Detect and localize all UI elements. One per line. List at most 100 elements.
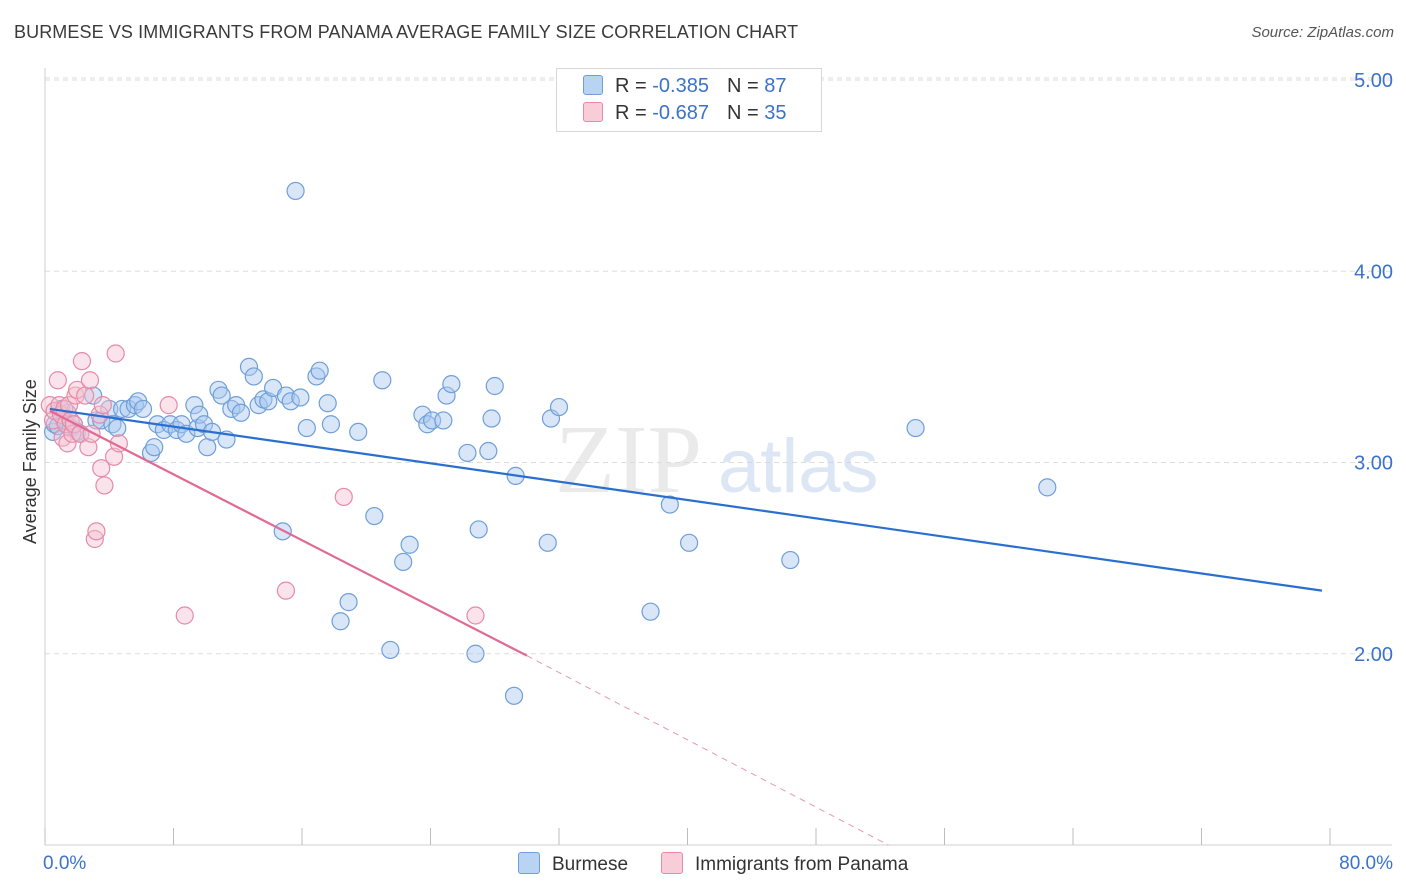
burmese-point <box>339 593 358 612</box>
burmese-point <box>286 181 305 201</box>
burmese-point <box>331 612 350 631</box>
axis-layer <box>44 68 1392 846</box>
panama-point <box>82 424 101 443</box>
bottom-legend-panama: Immigrants from Panama <box>661 852 908 876</box>
panama-point <box>58 434 77 453</box>
watermark-zip: ZIP <box>555 406 702 514</box>
burmese-point <box>141 443 161 463</box>
panama-point <box>72 352 92 371</box>
bottom-legend-label-burmese: Burmese <box>552 854 629 875</box>
burmese-point <box>381 640 400 660</box>
legend-r-label: R = <box>615 75 653 97</box>
panama-point <box>87 522 106 541</box>
bottom-legend-label-panama: Immigrants from Panama <box>695 854 909 875</box>
burmese-point <box>276 386 296 405</box>
burmese-point <box>133 399 153 419</box>
y-tick-label: 3.00 <box>1354 453 1393 475</box>
legend-swatch-burmese <box>583 75 603 95</box>
burmese-point <box>434 411 453 430</box>
legend-n-label: N = <box>726 75 765 97</box>
panama-point <box>76 386 95 405</box>
burmese-point <box>660 495 679 514</box>
panama-point <box>106 344 125 363</box>
bottom-legend-swatch-burmese <box>518 852 540 874</box>
panama-point <box>159 396 178 415</box>
burmese-point <box>297 418 316 438</box>
source-label: Source: ZipAtlas.com <box>1251 24 1394 41</box>
tick-labels: 2.00 3.00 4.00 5.00 0.0% 80.0% <box>43 70 1393 874</box>
burmese-point <box>442 374 461 394</box>
panama-point <box>48 371 67 390</box>
watermark: ZIP atlas <box>555 406 879 514</box>
burmese-point <box>212 386 231 405</box>
burmese-point <box>198 438 217 457</box>
series-burmese-points <box>43 181 1057 705</box>
burmese-point <box>469 520 488 539</box>
series-panama-points <box>40 344 485 625</box>
panama-point <box>276 581 296 600</box>
burmese-point <box>437 386 456 405</box>
burmese-point <box>373 371 392 390</box>
y-tick-label: 5.00 <box>1354 70 1393 92</box>
panama-point <box>92 459 111 478</box>
legend-row-burmese: R = -0.385 N = 87 <box>583 75 786 99</box>
y-tick-label: 4.00 <box>1354 261 1393 283</box>
burmese-point <box>249 396 268 415</box>
burmese-point <box>400 535 419 554</box>
burmese-point <box>209 380 228 399</box>
panama-point <box>95 476 114 495</box>
burmese-point <box>244 367 263 386</box>
panama-point <box>175 606 194 625</box>
burmese-point <box>680 533 699 552</box>
panama-point <box>466 606 485 625</box>
bottom-legend-swatch-panama <box>661 852 683 874</box>
trend-lines <box>49 407 1323 846</box>
x-tick-label: 80.0% <box>1339 853 1393 874</box>
burmese-point <box>549 397 569 417</box>
legend-swatch-panama <box>583 102 603 122</box>
burmese-point <box>1038 478 1057 497</box>
burmese-point <box>413 405 432 424</box>
burmese-point <box>307 367 326 386</box>
legend-n-label: N = <box>726 102 765 124</box>
burmese-point <box>259 392 278 411</box>
burmese-point <box>281 392 300 411</box>
burmese-point <box>239 357 259 376</box>
trend-extension-panama <box>526 655 889 846</box>
y-axis-label: Average Family Size <box>20 379 40 544</box>
burmese-point <box>231 403 251 422</box>
burmese-point <box>504 686 524 705</box>
burmese-point <box>394 552 413 572</box>
burmese-point <box>108 418 127 438</box>
burmese-point <box>310 361 329 380</box>
burmese-point <box>538 533 557 552</box>
trend-line-burmese <box>49 407 1323 592</box>
burmese-point <box>365 506 384 526</box>
legend-n-value: 87 <box>764 75 787 97</box>
panama-point <box>59 396 79 415</box>
correlation-legend: R = -0.385 N = 87 R = -0.687 N = 35 <box>556 68 822 132</box>
panama-point <box>80 371 100 390</box>
panama-point <box>104 447 124 466</box>
panama-point <box>93 396 112 415</box>
burmese-point <box>349 422 368 441</box>
x-tick-label: 0.0% <box>43 853 86 874</box>
burmese-point <box>185 396 204 415</box>
burmese-point <box>318 394 337 413</box>
legend-r-label: R = <box>615 102 653 124</box>
panama-point <box>334 487 353 507</box>
watermark-atlas: atlas <box>718 424 879 509</box>
panama-point <box>85 529 104 549</box>
burmese-point <box>781 550 800 570</box>
trend-line-panama <box>49 409 528 657</box>
chart-title: BURMESE VS IMMIGRANTS FROM PANAMA AVERAG… <box>14 22 799 42</box>
burmese-point <box>291 388 310 407</box>
legend-r-value: -0.385 <box>652 75 709 97</box>
burmese-point <box>466 644 485 663</box>
burmese-point <box>479 441 498 461</box>
legend-n-value: 35 <box>764 102 787 124</box>
burmese-point <box>190 405 209 424</box>
legend-row-panama: R = -0.687 N = 35 <box>583 102 786 126</box>
bottom-legend-burmese: Burmese <box>518 852 628 876</box>
